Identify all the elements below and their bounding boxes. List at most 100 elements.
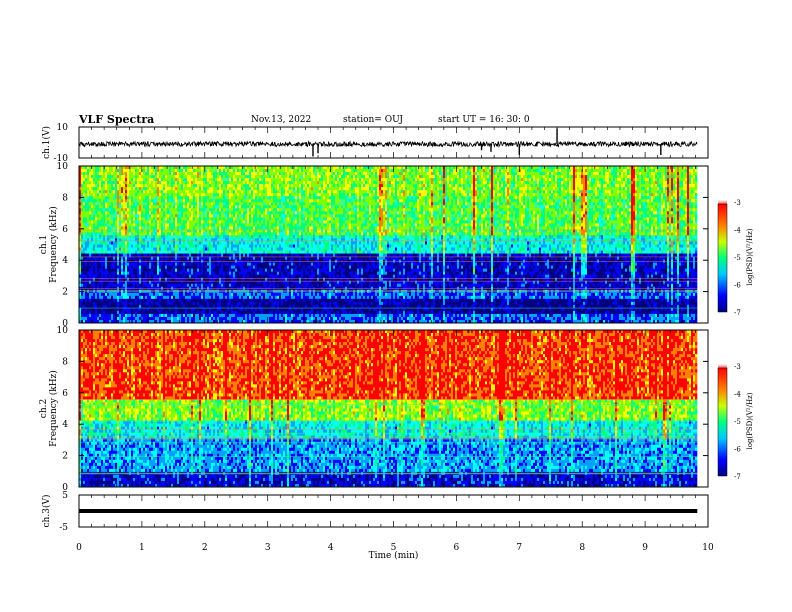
ch1-spectrogram-cell bbox=[193, 248, 195, 251]
ch1-spectrogram-cell bbox=[199, 181, 201, 184]
ch1-spectrogram-cell bbox=[225, 272, 227, 275]
ch1-spectrogram-cell bbox=[231, 217, 233, 220]
ch1-spectrogram-cell bbox=[185, 275, 187, 278]
ch1-spectrogram-cell bbox=[241, 248, 243, 251]
ch1-spectrogram-cell bbox=[235, 241, 237, 244]
ch1-spectrogram-cell bbox=[153, 172, 155, 175]
ch1-spectrogram-cell bbox=[97, 284, 99, 287]
ch1-spectrogram-cell bbox=[171, 220, 173, 223]
ch1-spectrogram-cell bbox=[165, 214, 167, 217]
ch1-spectrogram-cell bbox=[85, 302, 87, 305]
ch1-spectrogram-cell bbox=[149, 314, 151, 317]
ch1-spectrogram-cell bbox=[237, 293, 239, 296]
ch1-spectrogram-cell bbox=[163, 245, 165, 248]
ch1-spectrogram-cell bbox=[211, 202, 213, 205]
ch1-spectrogram-cell bbox=[123, 217, 125, 220]
ch1-spectrogram-cell bbox=[153, 305, 155, 308]
ch1-spectrogram-cell bbox=[207, 266, 209, 269]
ch1-spectrogram-cell bbox=[209, 175, 211, 178]
ch1-spectrogram-cell bbox=[153, 217, 155, 220]
ch1-spectrogram-cell bbox=[175, 245, 177, 248]
ch1-spectrogram-cell bbox=[215, 269, 217, 272]
ch1-spectrogram-cell bbox=[117, 208, 119, 211]
ch1-spectrogram-cell bbox=[99, 302, 101, 305]
ch1-spectrogram-cell bbox=[151, 199, 153, 202]
ch1-spectrogram-cell bbox=[133, 296, 135, 299]
ch1-spectrogram-cell bbox=[159, 199, 161, 202]
ch1-spectrogram-cell bbox=[113, 226, 115, 229]
ch1-spectrogram-cell bbox=[163, 196, 165, 199]
ch1-spectrogram-cell bbox=[121, 302, 123, 305]
ch1-spectrogram-cell bbox=[99, 296, 101, 299]
ch1-spectrogram-cell bbox=[231, 169, 233, 172]
ch1-spectrogram-cell bbox=[143, 217, 145, 220]
ch1-spectrogram-cell bbox=[181, 299, 183, 302]
ch1-spectrogram-cell bbox=[161, 311, 163, 314]
ch1-spectrogram-cell bbox=[209, 245, 211, 248]
ch1-spectrogram-cell bbox=[147, 205, 149, 208]
ch1-spectrogram-cell bbox=[105, 196, 107, 199]
ch1-spectrogram-cell bbox=[235, 248, 237, 251]
ch1-spectrogram-cell bbox=[193, 205, 195, 208]
ch1-spectrogram-cell bbox=[97, 193, 99, 196]
ch1-spectrogram-cell bbox=[223, 311, 225, 314]
ch1-spectrogram-cell bbox=[101, 199, 103, 202]
ch1-spectrogram-cell bbox=[205, 293, 207, 296]
ch1-spectrogram-cell bbox=[175, 187, 177, 190]
ch1-spectrogram-cell bbox=[241, 220, 243, 223]
ch1-spectrogram-cell bbox=[165, 284, 167, 287]
ch1-spectrogram-cell bbox=[205, 248, 207, 251]
ch1-spectrogram-cell bbox=[85, 248, 87, 251]
ch1-spectrogram-cell bbox=[195, 311, 197, 314]
ch1-spectrogram-cell bbox=[141, 187, 143, 190]
ch1-spectrogram-cell bbox=[81, 263, 83, 266]
ch1-spectrogram-cell bbox=[201, 187, 203, 190]
ch1-spectrogram-cell bbox=[229, 214, 231, 217]
ch1-spectrogram-cell bbox=[149, 172, 151, 175]
ch1-spectrogram-cell bbox=[167, 248, 169, 251]
ch1-spectrogram-cell bbox=[83, 275, 85, 278]
ch1-spectrogram-cell bbox=[99, 232, 101, 235]
ch1-spectrogram-cell bbox=[109, 199, 111, 202]
ch1-spectrogram-cell bbox=[191, 254, 193, 257]
ch1-spectrogram-cell bbox=[155, 260, 157, 263]
ch1-spectrogram-cell bbox=[131, 284, 133, 287]
ch1-spectrogram-cell bbox=[151, 269, 153, 272]
ch1-spectrogram-cell bbox=[87, 172, 89, 175]
ch1-spectrogram-cell bbox=[111, 214, 113, 217]
ch1-spectrogram-cell bbox=[99, 193, 101, 196]
ch1-spectrogram-cell bbox=[135, 184, 137, 187]
ch1-spectrogram-cell bbox=[161, 260, 163, 263]
ch1-spectrogram-cell bbox=[115, 208, 117, 211]
ch1-spectrogram-cell bbox=[103, 169, 105, 172]
ch1-spectrogram-cell bbox=[175, 269, 177, 272]
ch1-spectrogram-cell bbox=[141, 308, 143, 311]
ch1-spectrogram-cell bbox=[169, 220, 171, 223]
ch1-spectrogram-cell bbox=[201, 308, 203, 311]
ch1-spectrogram-cell bbox=[185, 196, 187, 199]
ch1-spectrogram-cell bbox=[225, 202, 227, 205]
ch1-spectrogram-cell bbox=[159, 226, 161, 229]
ch1-spectrogram-cell bbox=[195, 175, 197, 178]
ch1-spectrogram-cell bbox=[185, 172, 187, 175]
ch1-spectrogram-cell bbox=[227, 181, 229, 184]
ch1-spectrogram-cell bbox=[181, 190, 183, 193]
ch1-spectrogram-cell bbox=[217, 199, 219, 202]
ch1-spectrogram-cell bbox=[147, 220, 149, 223]
ch1-spectrogram-cell bbox=[119, 211, 121, 214]
ch1-spectrogram-cell bbox=[149, 169, 151, 172]
ch1-spectrogram-cell bbox=[235, 199, 237, 202]
ch1-spectrogram-cell bbox=[227, 299, 229, 302]
ch1-spectrogram-cell bbox=[189, 175, 191, 178]
ch1-spectrogram-cell bbox=[145, 263, 147, 266]
ch1-spectrogram-cell bbox=[237, 260, 239, 263]
ch1-spectrogram-cell bbox=[193, 311, 195, 314]
ch1-spectrogram-cell bbox=[155, 269, 157, 272]
ch1-spectrogram-cell bbox=[233, 241, 235, 244]
ch1-spectrogram-cell bbox=[89, 302, 91, 305]
ch1-spectrogram-cell bbox=[219, 263, 221, 266]
ch1-spectrogram-cell bbox=[235, 260, 237, 263]
ch1-spectrogram-cell bbox=[225, 196, 227, 199]
ch1-spectrogram-cell bbox=[133, 199, 135, 202]
